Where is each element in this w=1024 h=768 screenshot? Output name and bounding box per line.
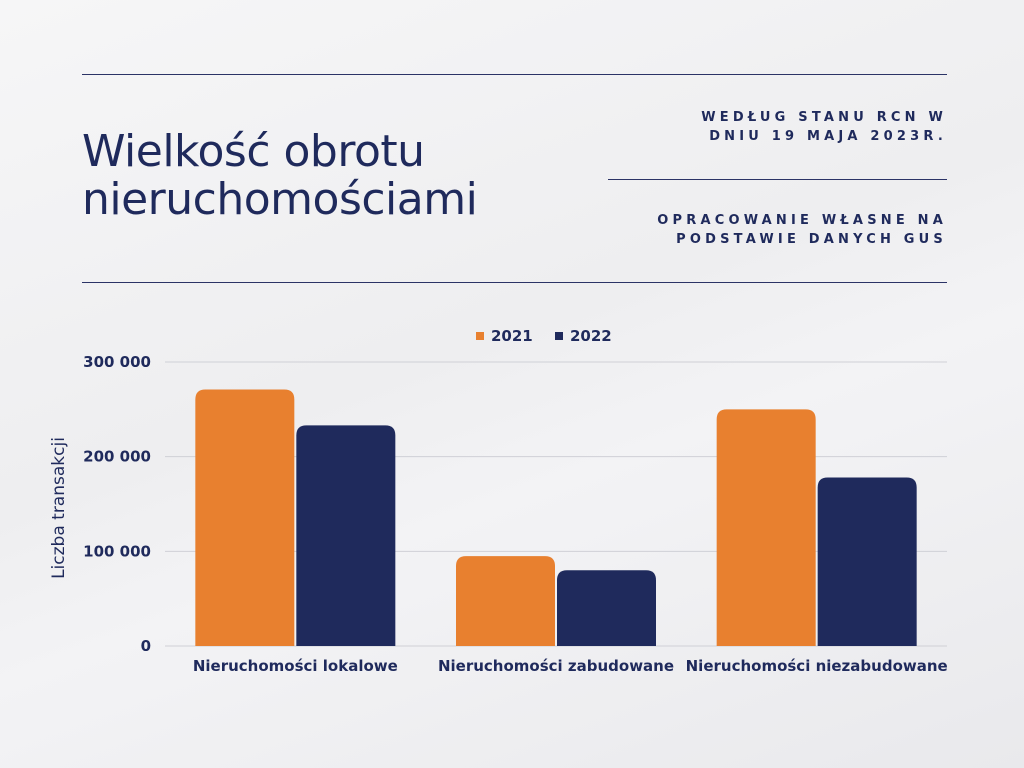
bar-2021 — [195, 389, 295, 646]
y-tick-label: 100 000 — [83, 542, 151, 560]
title-line-2: nieruchomościami — [82, 174, 478, 225]
legend-swatch-2022 — [555, 332, 563, 340]
gus-note-line-2: PODSTAWIE DANYCH GUS — [676, 232, 947, 247]
x-category-label: Nieruchomości lokalowe — [193, 657, 398, 675]
title-line-1: Wielkość obrotu — [82, 126, 425, 177]
bar-2021 — [716, 409, 816, 646]
middle-divider — [608, 179, 947, 180]
x-category-label: Nieruchomości zabudowane — [438, 657, 674, 675]
legend-swatch-2021 — [476, 332, 484, 340]
bottom-divider — [82, 282, 947, 283]
date-note-line-1: WEDŁUG STANU RCN W — [701, 110, 947, 125]
page-title: Wielkość obrotu nieruchomościami — [82, 128, 602, 224]
date-note-line-2: DNIU 19 MAJA 2023R. — [709, 129, 947, 144]
bar-2022 — [296, 425, 396, 646]
bar-2022 — [817, 477, 917, 646]
y-tick-label: 200 000 — [83, 448, 151, 466]
x-category-label: Nieruchomości niezabudowane — [686, 657, 948, 675]
bar-2021 — [456, 556, 555, 646]
legend-label: 2021 — [491, 327, 533, 345]
source-date-note: WEDŁUG STANU RCN W DNIU 19 MAJA 2023R. — [587, 108, 947, 146]
y-tick-label: 300 000 — [83, 353, 151, 371]
source-gus-note: OPRACOWANIE WŁASNE NA PODSTAWIE DANYCH G… — [587, 211, 947, 249]
y-axis-label: Liczba transakcji — [49, 437, 69, 579]
y-tick-label: 0 — [141, 637, 151, 655]
bar-2022 — [557, 570, 656, 646]
gus-note-line-1: OPRACOWANIE WŁASNE NA — [657, 213, 947, 228]
legend-label: 2022 — [570, 327, 612, 345]
top-divider — [82, 74, 947, 75]
